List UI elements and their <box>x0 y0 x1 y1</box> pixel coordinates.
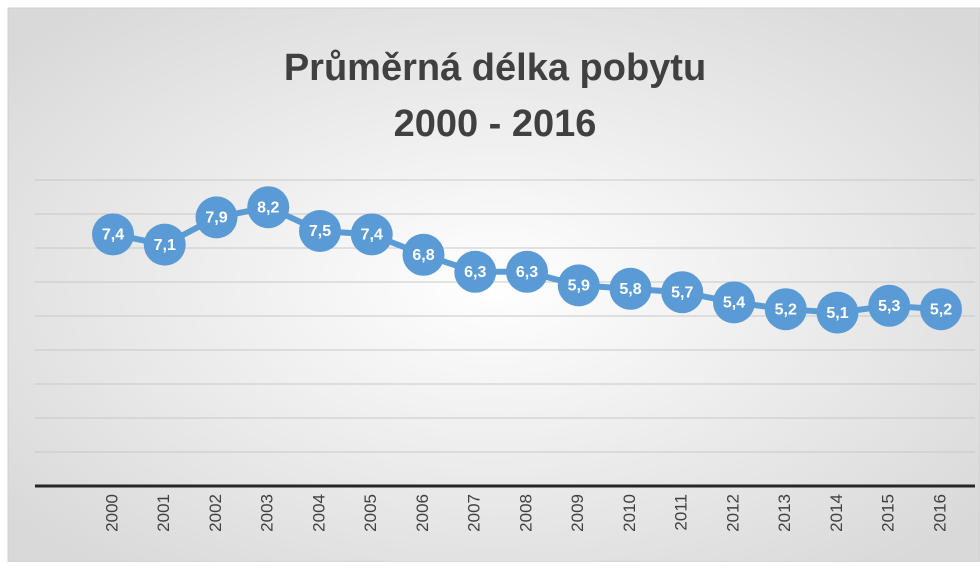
x-tick-label: 2012 <box>723 494 742 532</box>
data-point <box>454 250 497 293</box>
x-tick-label: 2016 <box>930 494 949 532</box>
x-tick-label: 2000 <box>102 494 121 532</box>
x-tick-label: 2014 <box>827 494 846 532</box>
chart-title: 2000 - 2016 <box>394 103 597 145</box>
data-point <box>143 223 186 266</box>
data-label: 6,3 <box>464 264 486 281</box>
data-point <box>920 288 962 331</box>
data-label: 5,2 <box>930 301 952 318</box>
data-point <box>402 233 445 276</box>
data-label: 7,4 <box>361 227 383 244</box>
x-tick-label: 2006 <box>413 494 432 532</box>
data-label: 5,9 <box>568 278 590 295</box>
data-point <box>764 288 807 331</box>
x-tick-label: 2011 <box>672 494 691 531</box>
data-label: 7,5 <box>309 223 331 240</box>
x-tick-label: 2008 <box>516 494 535 532</box>
data-point <box>195 196 238 239</box>
data-label: 8,2 <box>257 199 279 216</box>
x-tick-label: 2010 <box>620 494 639 532</box>
data-point <box>816 291 859 334</box>
x-tick-label: 2004 <box>309 494 328 532</box>
data-label: 6,3 <box>516 264 538 281</box>
data-label: 5,3 <box>878 298 900 315</box>
x-tick-label: 2002 <box>206 494 225 532</box>
x-tick-label: 2015 <box>879 494 898 532</box>
x-tick-label: 2005 <box>361 494 380 532</box>
data-point <box>713 281 755 324</box>
data-point <box>609 267 652 310</box>
data-point <box>92 213 134 256</box>
x-tick-label: 2009 <box>568 494 587 532</box>
data-label: 5,4 <box>723 295 745 312</box>
data-point <box>557 264 600 307</box>
chart-title: Průměrná délka pobytu <box>284 47 706 89</box>
x-tick-label: 2007 <box>465 494 484 532</box>
data-label: 5,2 <box>775 301 797 318</box>
data-label: 7,1 <box>154 237 176 254</box>
data-label: 5,8 <box>619 281 641 298</box>
data-label: 6,8 <box>412 247 434 264</box>
data-point <box>299 210 341 252</box>
data-label: 7,9 <box>205 210 227 227</box>
data-point <box>506 250 548 293</box>
data-point <box>661 271 704 314</box>
data-label: 5,1 <box>826 305 848 322</box>
x-tick-label: 2001 <box>154 494 173 532</box>
x-tick-label: 2013 <box>775 494 794 532</box>
data-point <box>247 186 290 229</box>
x-tick-label: 2003 <box>258 494 277 532</box>
data-point <box>868 284 911 327</box>
data-label: 5,7 <box>671 284 693 301</box>
data-label: 7,4 <box>102 227 124 244</box>
data-point <box>350 213 393 256</box>
chart-background <box>7 7 980 563</box>
